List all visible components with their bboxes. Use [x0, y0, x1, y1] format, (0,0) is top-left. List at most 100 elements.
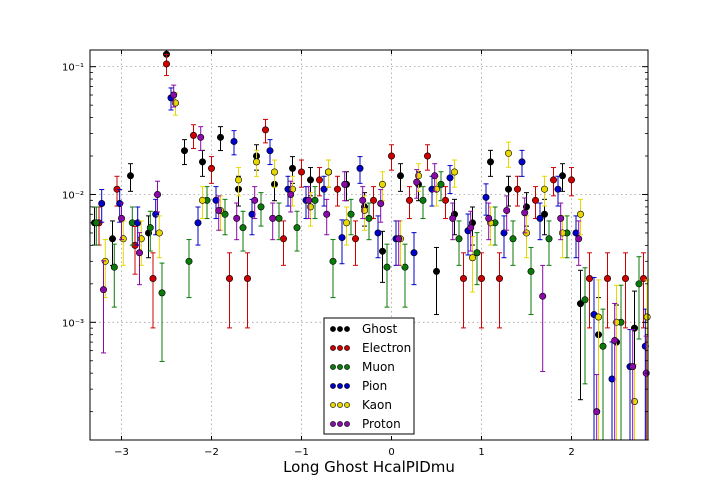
data-point: [639, 275, 647, 283]
data-point: [279, 235, 287, 243]
data-point: [527, 267, 535, 275]
data-point: [504, 185, 512, 193]
legend: Ghost Electron Muon Pion Kaon Proton: [323, 317, 415, 435]
data-point: [405, 196, 413, 204]
data-point: [251, 196, 259, 204]
data-point: [576, 210, 584, 218]
data-point: [257, 203, 265, 211]
data-point: [549, 176, 557, 184]
data-point: [215, 206, 223, 214]
data-point: [500, 229, 508, 237]
legend-marker: [344, 421, 350, 427]
data-point: [98, 200, 106, 208]
data-point: [449, 214, 457, 222]
data-point: [127, 172, 135, 180]
data-point: [287, 190, 295, 198]
legend-label: Ghost: [362, 322, 397, 336]
data-point: [110, 263, 118, 271]
data-point: [359, 196, 367, 204]
data-point: [536, 214, 544, 222]
y-tick-label: 10⁻²: [62, 190, 84, 201]
data-points: [91, 49, 651, 441]
data-point: [261, 126, 269, 134]
data-point: [495, 275, 503, 283]
data-point: [431, 172, 439, 180]
x-axis-label: Long Ghost HcalPIDmu: [283, 458, 455, 476]
legend-label: Kaon: [362, 398, 392, 412]
data-point: [419, 196, 427, 204]
legend-marker: [330, 345, 336, 351]
data-point: [146, 224, 154, 232]
data-point: [585, 275, 593, 283]
data-point: [253, 158, 261, 166]
data-point: [342, 219, 350, 227]
data-point: [594, 313, 602, 321]
data-point: [603, 275, 611, 283]
data-point: [320, 185, 328, 193]
data-point: [365, 214, 373, 222]
legend-marker: [337, 326, 343, 332]
data-point: [374, 229, 382, 237]
data-point: [194, 219, 202, 227]
x-tick-label: 0: [388, 447, 394, 458]
data-point: [540, 210, 548, 218]
data-point: [643, 313, 651, 321]
data-point: [473, 249, 481, 257]
legend-box: [323, 317, 415, 435]
data-point: [356, 164, 364, 172]
data-point: [477, 275, 485, 283]
data-point: [136, 249, 144, 257]
data-point: [423, 152, 431, 160]
data-point: [239, 224, 247, 232]
data-point: [341, 180, 349, 188]
data-point: [269, 214, 277, 222]
data-point: [293, 224, 301, 232]
data-point: [369, 196, 377, 204]
data-point: [347, 210, 355, 218]
data-point: [576, 300, 584, 308]
data-point: [450, 168, 458, 176]
data-point: [244, 275, 252, 283]
data-point: [190, 131, 198, 139]
y-tick-label: 10⁻³: [62, 318, 84, 329]
data-point: [163, 60, 171, 68]
data-point: [486, 158, 494, 166]
axis-ticks: −3 −2 −1 0 1 2 10⁻³ 10⁻² 10⁻¹: [62, 50, 648, 458]
data-point: [221, 210, 229, 218]
data-point: [230, 137, 238, 145]
data-point: [378, 180, 386, 188]
legend-marker: [344, 326, 350, 332]
x-tick-label: −3: [114, 447, 129, 458]
data-point: [333, 185, 341, 193]
data-point: [518, 158, 526, 166]
data-point: [455, 235, 463, 243]
data-point: [154, 190, 162, 198]
data-point: [226, 275, 234, 283]
x-tick-label: −2: [204, 447, 219, 458]
data-point: [437, 180, 445, 188]
data-point: [545, 235, 553, 243]
data-point: [197, 133, 205, 141]
data-point: [351, 235, 359, 243]
data-point: [485, 214, 493, 222]
data-point: [557, 214, 565, 222]
data-point: [324, 168, 332, 176]
data-point: [383, 263, 391, 271]
data-point: [149, 275, 157, 283]
data-point: [629, 363, 637, 371]
data-point: [329, 257, 337, 265]
legend-label: Proton: [362, 417, 401, 431]
data-point: [315, 176, 323, 184]
data-point: [170, 91, 178, 99]
legend-label: Muon: [362, 360, 395, 374]
data-point: [467, 224, 475, 232]
legend-marker: [337, 345, 343, 351]
data-point: [554, 185, 562, 193]
data-point: [185, 257, 193, 265]
data-point: [338, 234, 346, 242]
legend-label: Electron: [362, 341, 411, 355]
data-point: [531, 196, 539, 204]
data-point: [567, 176, 575, 184]
data-point: [599, 342, 607, 350]
